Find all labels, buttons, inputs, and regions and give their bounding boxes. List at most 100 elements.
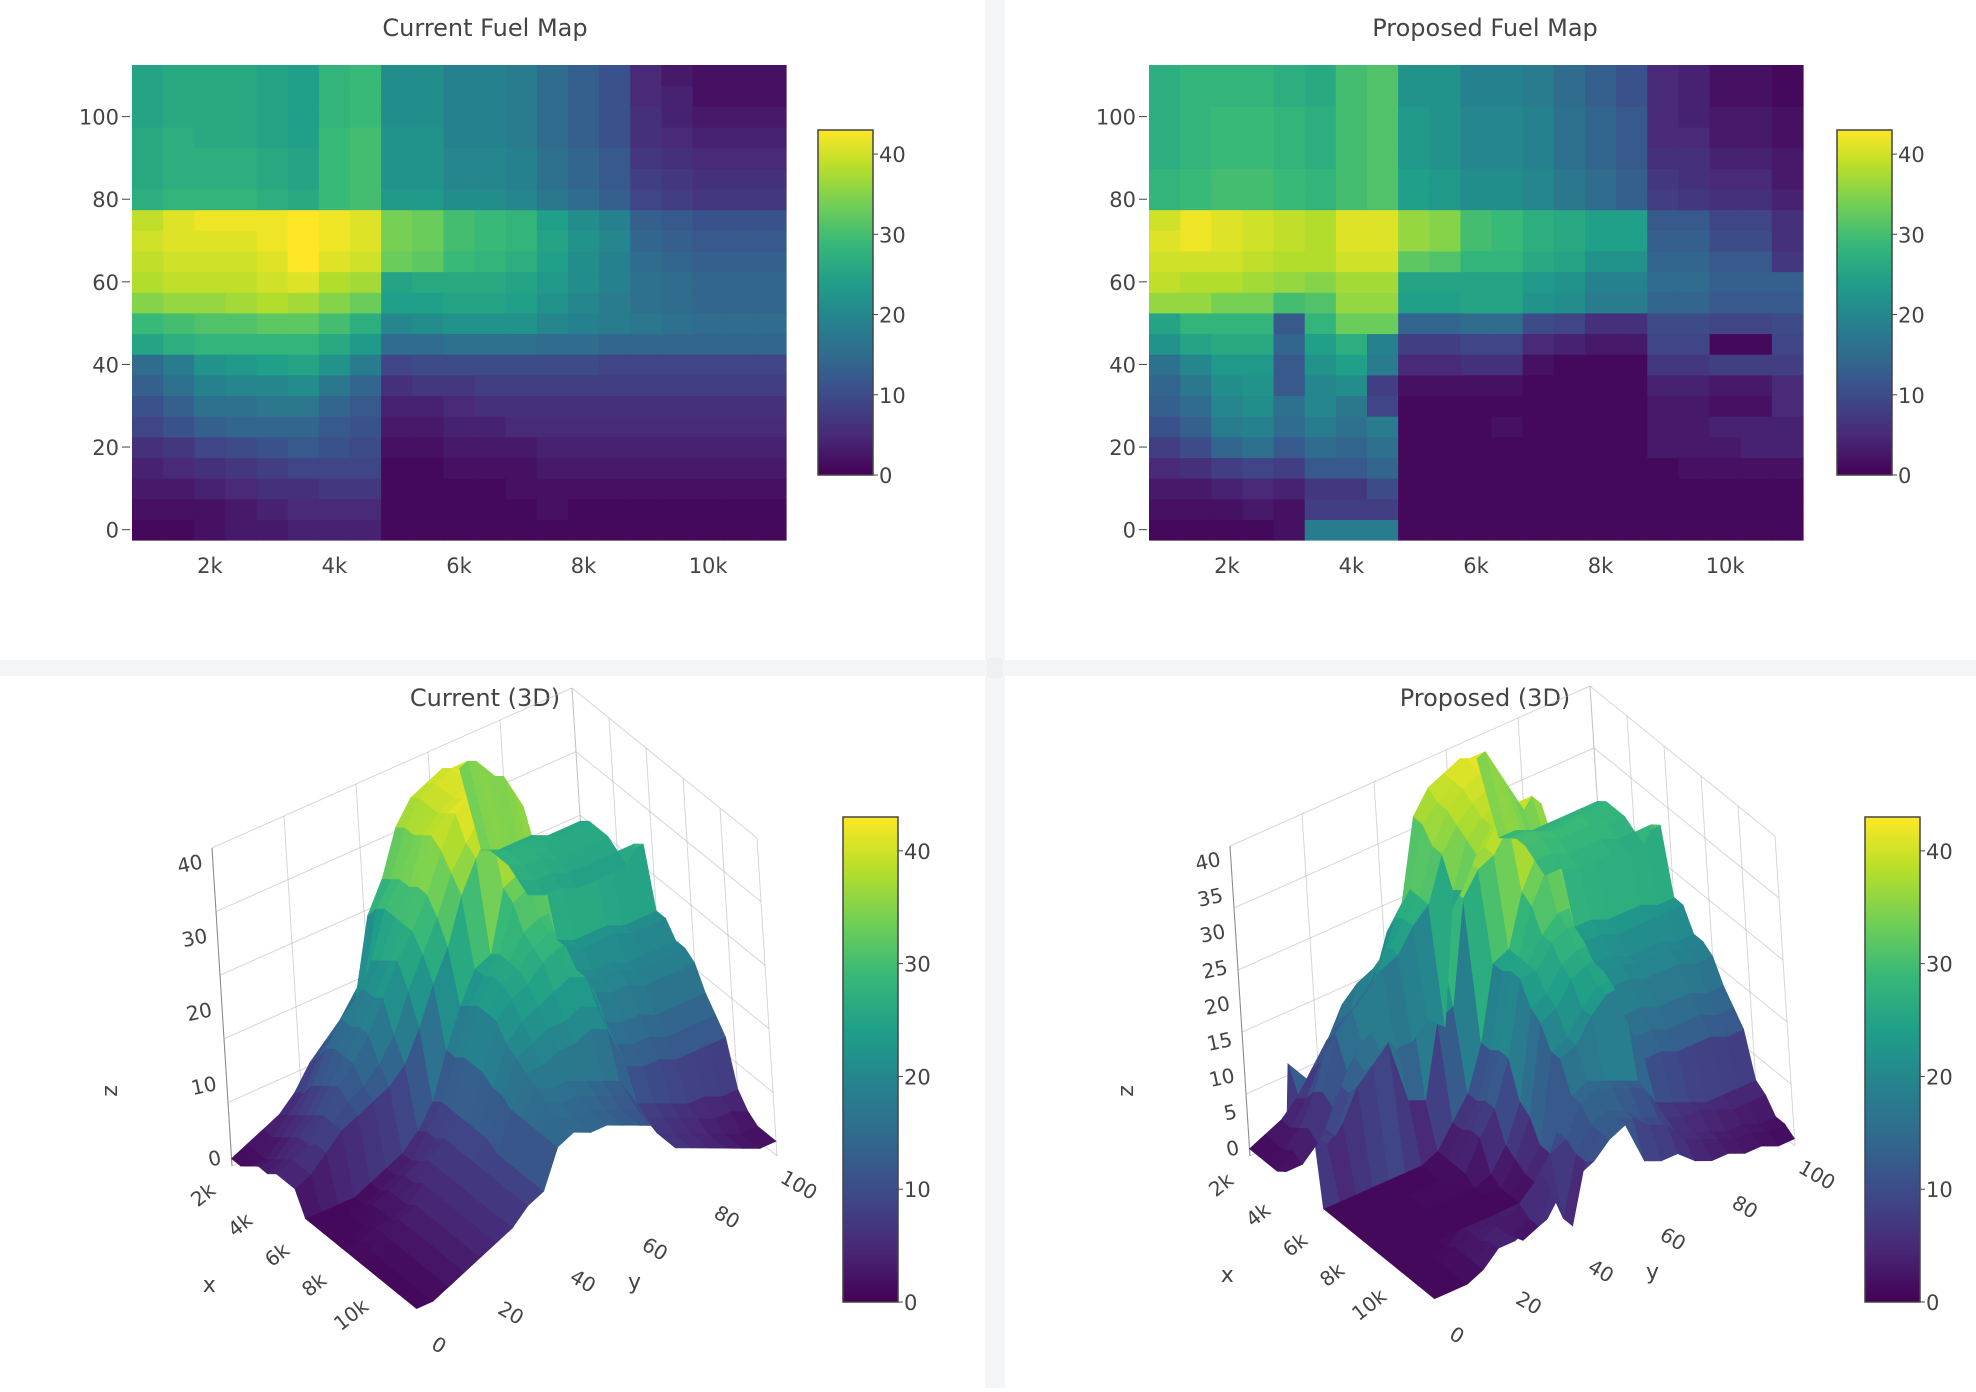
heatmap-cell (693, 375, 725, 396)
colorbar-gradient (843, 817, 898, 1302)
heatmap-cell (1710, 251, 1742, 272)
heatmap-cell (1336, 65, 1368, 86)
heatmap-cell (1647, 313, 1679, 334)
heatmap-cell (475, 333, 507, 354)
heatmap-cell (506, 333, 538, 354)
heatmap-cell (568, 395, 600, 416)
x-tick-label: 10k (689, 554, 729, 578)
heatmap-cell (1678, 478, 1710, 499)
heatmap-cell (163, 148, 195, 169)
heatmap-cell (163, 272, 195, 293)
current-3d-chart[interactable]: Current (3D) 2k4k6k8k10k0204060801000102… (0, 676, 985, 1388)
heatmap-cell (412, 499, 444, 520)
heatmap-cell (506, 395, 538, 416)
x-tick-label: 10k (1347, 1284, 1391, 1326)
heatmap-cell (599, 499, 631, 520)
heatmap-cell (163, 210, 195, 231)
heatmap-cell (443, 395, 475, 416)
heatmap-cell (1305, 230, 1337, 251)
heatmap-cell (257, 292, 289, 313)
heatmap-cell (1710, 272, 1742, 293)
heatmap-cell (1554, 457, 1586, 478)
heatmap-cell (1585, 127, 1617, 148)
heatmap-cell (1180, 251, 1212, 272)
heatmap-cell (163, 416, 195, 437)
splitter-handle[interactable] (987, 658, 1003, 678)
heatmap-cell (1398, 313, 1430, 334)
heatmap-cell (1180, 148, 1212, 169)
x-tick-label: 2k (1214, 554, 1240, 578)
heatmap-cell (661, 210, 693, 231)
heatmap-cell (630, 333, 662, 354)
heatmap-cell (724, 189, 756, 210)
heatmap-cell (1585, 499, 1617, 520)
heatmap-cell (1616, 168, 1648, 189)
z-tick-label: 25 (1200, 955, 1230, 984)
heatmap-cell (1274, 292, 1306, 313)
heatmap-cell (630, 416, 662, 437)
heatmap-cell (1523, 395, 1555, 416)
heatmap-cell (288, 65, 320, 86)
heatmap-cell (1616, 210, 1648, 231)
heatmap-cell (599, 230, 631, 251)
heatmap-cell (1678, 416, 1710, 437)
heatmap-cell (1242, 168, 1274, 189)
proposed-3d-chart[interactable]: Proposed (3D) 2k4k6k8k10k020406080100051… (1005, 676, 1976, 1388)
heatmap-cell (132, 210, 164, 231)
heatmap-cell (1523, 478, 1555, 499)
heatmap-cell (350, 230, 382, 251)
heatmap-cell (1710, 292, 1742, 313)
y-tick-label: 0 (1123, 519, 1136, 543)
heatmap-cell (599, 210, 631, 231)
heatmap-cell (661, 333, 693, 354)
heatmap-cell (1554, 519, 1586, 540)
heatmap-cell (1710, 333, 1742, 354)
heatmap-cell (1492, 375, 1524, 396)
heatmap-cell (1367, 148, 1399, 169)
heatmap-cell (755, 395, 787, 416)
heatmap-cell (1429, 313, 1461, 334)
heatmap-cell (1616, 189, 1648, 210)
heatmap-cell (1554, 395, 1586, 416)
heatmap-cell (1616, 230, 1648, 251)
heatmap-cell (1211, 395, 1243, 416)
heatmap-cell (1149, 437, 1181, 458)
heatmap-cell (1180, 416, 1212, 437)
colorbar-tick-label: 0 (1898, 464, 1911, 488)
heatmap-cell (1523, 86, 1555, 107)
heatmap-cell (1242, 272, 1274, 293)
heatmap-cell (1149, 189, 1181, 210)
heatmap-cell (506, 251, 538, 272)
heatmap-cell (412, 210, 444, 231)
vertical-splitter[interactable] (985, 0, 1005, 1388)
heatmap-cell (412, 106, 444, 127)
heatmap-cell (288, 210, 320, 231)
heatmap-cell (1554, 251, 1586, 272)
colorbar-gradient (1837, 130, 1892, 475)
heatmap-cell (1305, 395, 1337, 416)
heatmap-cell (319, 189, 351, 210)
heatmap-cell (1180, 499, 1212, 520)
heatmap-cell (1367, 395, 1399, 416)
heatmap-cell (381, 230, 413, 251)
heatmap-cell (1772, 251, 1804, 272)
heatmap-cell (288, 292, 320, 313)
heatmap-cell (1585, 416, 1617, 437)
heatmap-cell (163, 395, 195, 416)
heatmap-cell (724, 313, 756, 334)
heatmap-cell (1616, 354, 1648, 375)
heatmap-cell (693, 148, 725, 169)
heatmap-cell (537, 292, 569, 313)
heatmap-cell (506, 354, 538, 375)
heatmap-cell (1274, 148, 1306, 169)
heatmap-cell (693, 478, 725, 499)
heatmap-cell (630, 210, 662, 231)
heatmap-cell (257, 395, 289, 416)
heatmap-cell (1336, 499, 1368, 520)
heatmap-cell (350, 272, 382, 293)
heatmap-cell (319, 354, 351, 375)
heatmap-cell (1647, 272, 1679, 293)
